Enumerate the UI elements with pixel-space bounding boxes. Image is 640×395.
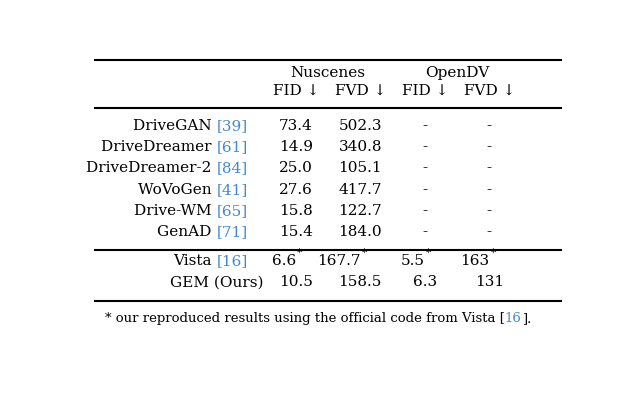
Text: FVD ↓: FVD ↓	[463, 84, 515, 98]
Text: 25.0: 25.0	[279, 162, 313, 175]
Text: *: *	[297, 248, 303, 258]
Text: -: -	[422, 204, 428, 218]
Text: 73.4: 73.4	[279, 119, 312, 133]
Text: FVD ↓: FVD ↓	[335, 84, 386, 98]
Text: [39]: [39]	[216, 119, 248, 133]
Text: [41]: [41]	[216, 183, 248, 197]
Text: 5.5: 5.5	[401, 254, 425, 268]
Text: Vista: Vista	[173, 254, 216, 268]
Text: [61]: [61]	[216, 140, 248, 154]
Text: -: -	[422, 119, 428, 133]
Text: -: -	[486, 162, 492, 175]
Text: 158.5: 158.5	[339, 275, 382, 289]
Text: DriveDreamer: DriveDreamer	[101, 140, 216, 154]
Text: 131: 131	[475, 275, 504, 289]
Text: [16]: [16]	[216, 254, 248, 268]
Text: 340.8: 340.8	[339, 140, 382, 154]
Text: -: -	[486, 140, 492, 154]
Text: 122.7: 122.7	[339, 204, 382, 218]
Text: 27.6: 27.6	[279, 183, 313, 197]
Text: *: *	[426, 248, 431, 258]
Text: 14.9: 14.9	[279, 140, 313, 154]
Text: [65]: [65]	[216, 204, 248, 218]
Text: GenAD: GenAD	[157, 225, 216, 239]
Text: -: -	[422, 225, 428, 239]
Text: -: -	[422, 183, 428, 197]
Text: DriveGAN: DriveGAN	[133, 119, 216, 133]
Text: 15.8: 15.8	[279, 204, 312, 218]
Text: 417.7: 417.7	[339, 183, 382, 197]
Text: *: *	[362, 248, 367, 258]
Text: FID ↓: FID ↓	[273, 84, 319, 98]
Text: * our reproduced results using the official code from Vista [: * our reproduced results using the offic…	[105, 312, 505, 325]
Text: WoVoGen: WoVoGen	[138, 183, 216, 197]
Text: *: *	[491, 248, 496, 258]
Text: 502.3: 502.3	[339, 119, 382, 133]
Text: FID ↓: FID ↓	[401, 84, 448, 98]
Text: 105.1: 105.1	[339, 162, 382, 175]
Text: 10.5: 10.5	[279, 275, 313, 289]
Text: GEM (Ours): GEM (Ours)	[170, 275, 263, 289]
Text: -: -	[486, 119, 492, 133]
Text: -: -	[486, 225, 492, 239]
Text: 184.0: 184.0	[339, 225, 382, 239]
Text: DriveDreamer-2: DriveDreamer-2	[86, 162, 216, 175]
Text: ].: ].	[522, 312, 531, 325]
Text: -: -	[422, 140, 428, 154]
Text: 6.6: 6.6	[271, 254, 296, 268]
Text: Nuscenes: Nuscenes	[291, 66, 365, 80]
Text: -: -	[422, 162, 428, 175]
Text: [84]: [84]	[216, 162, 248, 175]
Text: 15.4: 15.4	[279, 225, 313, 239]
Text: [71]: [71]	[216, 225, 248, 239]
Text: OpenDV: OpenDV	[425, 66, 489, 80]
Text: -: -	[486, 183, 492, 197]
Text: Drive-WM: Drive-WM	[134, 204, 216, 218]
Text: -: -	[486, 204, 492, 218]
Text: 167.7: 167.7	[317, 254, 360, 268]
Text: 163: 163	[460, 254, 489, 268]
Text: 16: 16	[505, 312, 522, 325]
Text: 6.3: 6.3	[413, 275, 436, 289]
